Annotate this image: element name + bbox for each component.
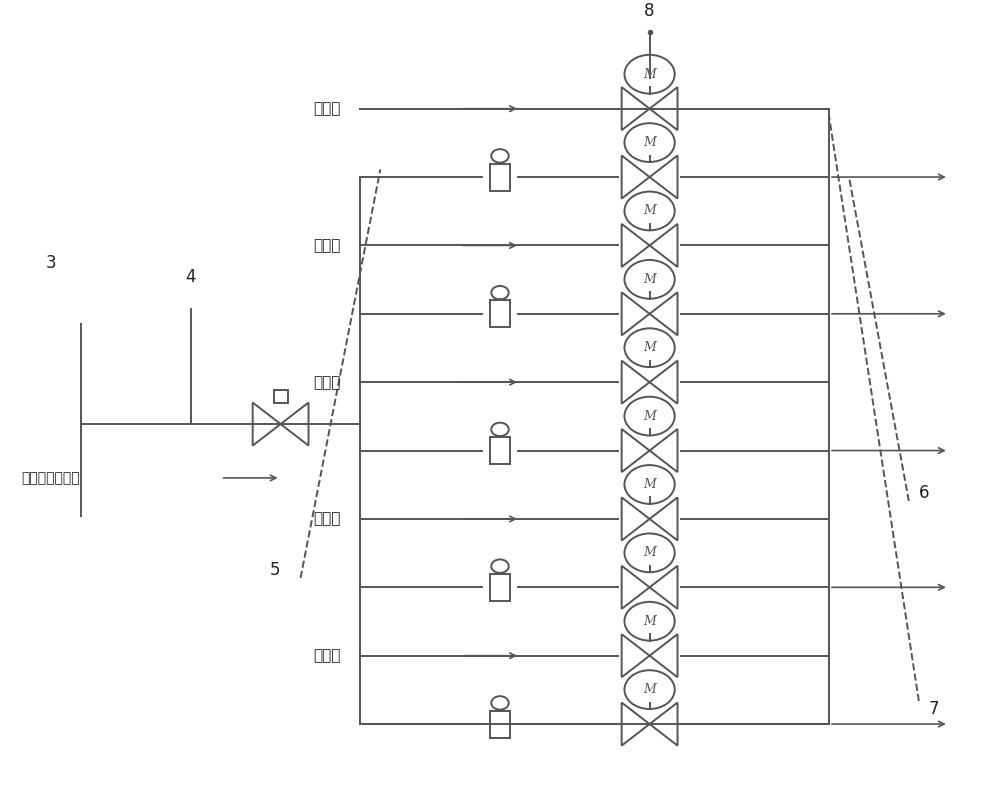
Text: 3: 3: [46, 253, 57, 272]
Text: M: M: [643, 409, 656, 423]
Text: M: M: [643, 136, 656, 149]
Text: M: M: [643, 546, 656, 560]
Text: 5: 5: [270, 561, 281, 579]
Text: M: M: [643, 68, 656, 81]
Text: 二次风: 二次风: [313, 512, 340, 527]
Text: M: M: [643, 205, 656, 217]
Text: M: M: [643, 615, 656, 628]
Text: 高温生物质燃气: 高温生物质燃气: [21, 471, 80, 485]
Text: 4: 4: [186, 268, 196, 286]
Text: 二次风: 二次风: [313, 102, 340, 116]
Text: 7: 7: [929, 700, 939, 718]
Bar: [490, 164, 510, 190]
Text: 二次风: 二次风: [313, 375, 340, 390]
Text: M: M: [643, 273, 656, 286]
Bar: [490, 437, 510, 464]
Text: M: M: [643, 683, 656, 696]
Bar: [490, 711, 510, 737]
Text: 8: 8: [644, 2, 655, 20]
Bar: [490, 574, 510, 600]
Text: 二次风: 二次风: [313, 238, 340, 253]
Bar: [274, 390, 288, 402]
Bar: [490, 301, 510, 327]
Text: 6: 6: [919, 484, 929, 502]
Text: M: M: [643, 478, 656, 491]
Text: 二次风: 二次风: [313, 648, 340, 663]
Text: M: M: [643, 342, 656, 354]
